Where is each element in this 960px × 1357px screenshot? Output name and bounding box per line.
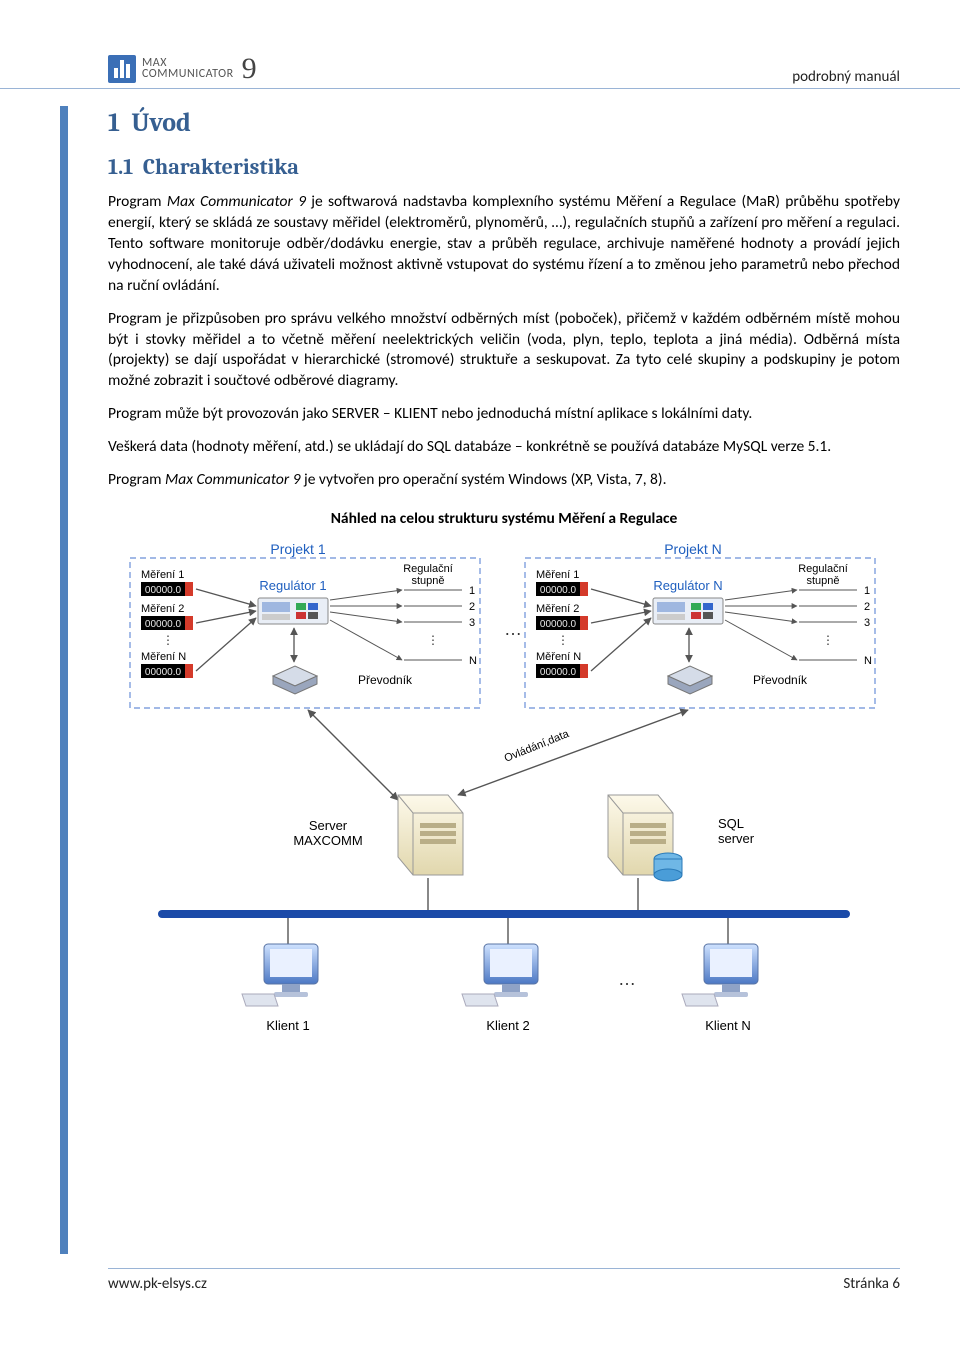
heading-1-1: 1.1 Charakteristika [108, 154, 900, 180]
p5-em: Max Communicator 9 [165, 470, 300, 489]
p5-a: Program [108, 470, 165, 489]
page-header: MAX COMMUNICATOR 9 podrobný manuál [108, 52, 900, 90]
server-label: ServerMAXCOMM [293, 818, 362, 848]
klientN-label: Klient N [705, 1018, 751, 1033]
svg-text:00000.0: 00000.0 [540, 667, 577, 678]
svg-text:⋮: ⋮ [162, 633, 174, 647]
network-bar-icon [158, 910, 850, 918]
client-1: Klient 1 [242, 918, 318, 1033]
svg-text:⋮: ⋮ [427, 633, 439, 647]
svg-text:Převodník: Převodník [753, 673, 808, 687]
meter-icon: 00000.0 [141, 616, 193, 630]
server-icon [398, 795, 463, 875]
regulator1-label: Regulátor 1 [259, 578, 326, 593]
svg-text:00000.0: 00000.0 [145, 667, 182, 678]
svg-text:1: 1 [864, 585, 870, 597]
heading-1-num: 1 [108, 108, 120, 138]
svg-text:2: 2 [469, 601, 475, 613]
client-2: Klient 2 [462, 918, 538, 1033]
body-text: Program Max Communicator 9 je softwarová… [108, 192, 900, 491]
logo-nine: 9 [242, 52, 257, 86]
svg-text:Regulačnístupně: Regulačnístupně [798, 563, 848, 587]
paragraph-3: Program může být provozován jako SERVER … [108, 404, 900, 425]
page-footer: www.pk-elsys.cz Stránka 6 [108, 1268, 900, 1293]
svg-text:2: 2 [864, 601, 870, 613]
client-n: Klient N [682, 918, 758, 1033]
system-diagram: Projekt 1 Měření 1 00000.0 Měření 2 0000… [108, 540, 900, 1065]
project-1-label: Projekt 1 [270, 541, 325, 557]
figure-title: Náhled na celou strukturu systému Měření… [108, 509, 900, 528]
logo: MAX COMMUNICATOR 9 [108, 52, 257, 86]
logo-bars-icon [108, 55, 136, 83]
paragraph-2: Program je přizpůsoben pro správu velkéh… [108, 309, 900, 393]
meter-icon: 00000.0 [141, 664, 193, 678]
footer-rule [108, 1268, 900, 1269]
footer-left: www.pk-elsys.cz [108, 1275, 207, 1293]
svg-text:3: 3 [469, 617, 475, 629]
mereni2-label: Měření 2 [141, 603, 184, 615]
ovladani-label: Ovládání,data [503, 728, 572, 765]
svg-text:Měření N: Měření N [536, 651, 581, 663]
paragraph-4: Veškerá data (hodnoty měření, atd.) se u… [108, 437, 900, 458]
converter-icon [273, 666, 317, 694]
page-left-tab [60, 106, 68, 1254]
klient1-label: Klient 1 [266, 1018, 309, 1033]
svg-text:Měření 1: Měření 1 [536, 569, 579, 581]
svg-text:00000.0: 00000.0 [540, 619, 577, 630]
diagram-svg: Projekt 1 Měření 1 00000.0 Měření 2 0000… [108, 540, 900, 1060]
project-n-label: Projekt N [664, 541, 722, 557]
clients-ellipsis: … [618, 969, 636, 989]
logo-text: MAX COMMUNICATOR [142, 58, 234, 81]
heading-1: 1 Úvod [108, 108, 900, 138]
footer-right: Stránka 6 [843, 1275, 900, 1293]
svg-text:N: N [469, 655, 477, 667]
header-subtitle: podrobný manuál [792, 68, 900, 86]
heading-1-1-num: 1.1 [108, 154, 133, 180]
regulator-icon [258, 598, 328, 624]
project-n-box: Projekt N Měření 1 00000.0 Měření 2 0000… [525, 541, 875, 708]
svg-text:3: 3 [864, 617, 870, 629]
svg-text:⋮: ⋮ [557, 633, 569, 647]
svg-text:N: N [864, 655, 872, 667]
svg-text:00000.0: 00000.0 [145, 619, 182, 630]
paragraph-1: Program Max Communicator 9 je softwarová… [108, 192, 900, 297]
sql-label: SQLserver [718, 816, 755, 846]
svg-text:00000.0: 00000.0 [540, 585, 577, 596]
svg-text:1: 1 [469, 585, 475, 597]
klient2-label: Klient 2 [486, 1018, 529, 1033]
projects-ellipsis: … [504, 619, 522, 639]
sql-server-icon [608, 795, 682, 881]
paragraph-5: Program Max Communicator 9 je vytvořen p… [108, 470, 900, 491]
heading-1-title: Úvod [131, 108, 190, 138]
p1-a: Program [108, 192, 167, 211]
svg-text:Měření 2: Měření 2 [536, 603, 579, 615]
svg-text:00000.0: 00000.0 [145, 585, 182, 596]
logo-text-line2: COMMUNICATOR [142, 69, 234, 80]
regulatorN-label: Regulátor N [653, 578, 722, 593]
mereniN-label: Měření N [141, 651, 186, 663]
prevodnik-label: Převodník [358, 673, 413, 687]
reg-stupne-label: Regulačnístupně [403, 563, 453, 587]
p1-em: Max Communicator 9 [167, 192, 306, 211]
page-content: MAX COMMUNICATOR 9 podrobný manuál 1 Úvo… [108, 52, 900, 1065]
svg-text:⋮: ⋮ [822, 633, 834, 647]
heading-1-1-title: Charakteristika [143, 154, 299, 180]
mereni1-label: Měření 1 [141, 569, 184, 581]
project-1-box: Projekt 1 Měření 1 00000.0 Měření 2 0000… [130, 541, 480, 708]
meter-icon: 00000.0 [141, 582, 193, 596]
p5-b: je vytvořen pro operační systém Windows … [301, 470, 667, 489]
